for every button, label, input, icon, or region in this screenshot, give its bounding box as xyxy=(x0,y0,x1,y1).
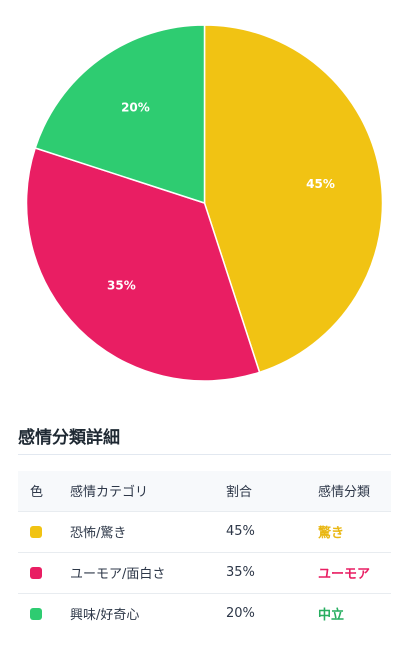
pie-slice-humor xyxy=(25,147,261,382)
category-cell: 興味/好奇心 xyxy=(58,592,214,634)
header-percent: 割合 xyxy=(226,485,253,501)
color-swatch xyxy=(30,566,42,579)
header-category: 感情カテゴリ xyxy=(70,485,149,501)
pie-slice-interest xyxy=(34,24,206,205)
header-classification: 感情分類 xyxy=(318,485,371,501)
color-cell xyxy=(18,592,58,634)
title-divider xyxy=(18,454,391,455)
classification-cell: 中立 xyxy=(306,592,391,634)
color-swatch xyxy=(30,607,42,620)
pie-chart: 45% 35% 20% xyxy=(25,24,384,382)
table-header-row: 色 感情カテゴリ 割合 感情分類 xyxy=(18,471,391,511)
pie-data-label: 45% xyxy=(306,177,335,191)
pie-data-label: 20% xyxy=(121,100,150,114)
pie-data-label: 35% xyxy=(107,279,136,293)
percent-cell: 20% xyxy=(214,592,306,634)
percent-cell: 45% xyxy=(214,510,306,552)
color-swatch xyxy=(30,525,42,538)
category-cell: 恐怖/驚き xyxy=(58,510,214,552)
table-row: ユーモア/面白さ 35% ユーモア xyxy=(18,551,391,593)
classification-cell: ユーモア xyxy=(306,551,391,593)
color-cell xyxy=(18,551,58,593)
table-row: 興味/好奇心 20% 中立 xyxy=(18,592,391,634)
category-cell: ユーモア/面白さ xyxy=(58,551,214,593)
percent-cell: 35% xyxy=(214,551,306,593)
header-color: 色 xyxy=(30,485,44,501)
color-cell xyxy=(18,510,58,552)
pie-slice-fear-surprise xyxy=(203,24,384,374)
table-row: 恐怖/驚き 45% 驚き xyxy=(18,510,391,552)
classification-cell: 驚き xyxy=(306,510,391,552)
emotion-detail-table: 色 感情カテゴリ 割合 感情分類 恐怖/驚き 45% 驚き ユーモア/面白さ 3… xyxy=(18,471,391,634)
section-title: 感情分類詳細 xyxy=(18,428,120,448)
